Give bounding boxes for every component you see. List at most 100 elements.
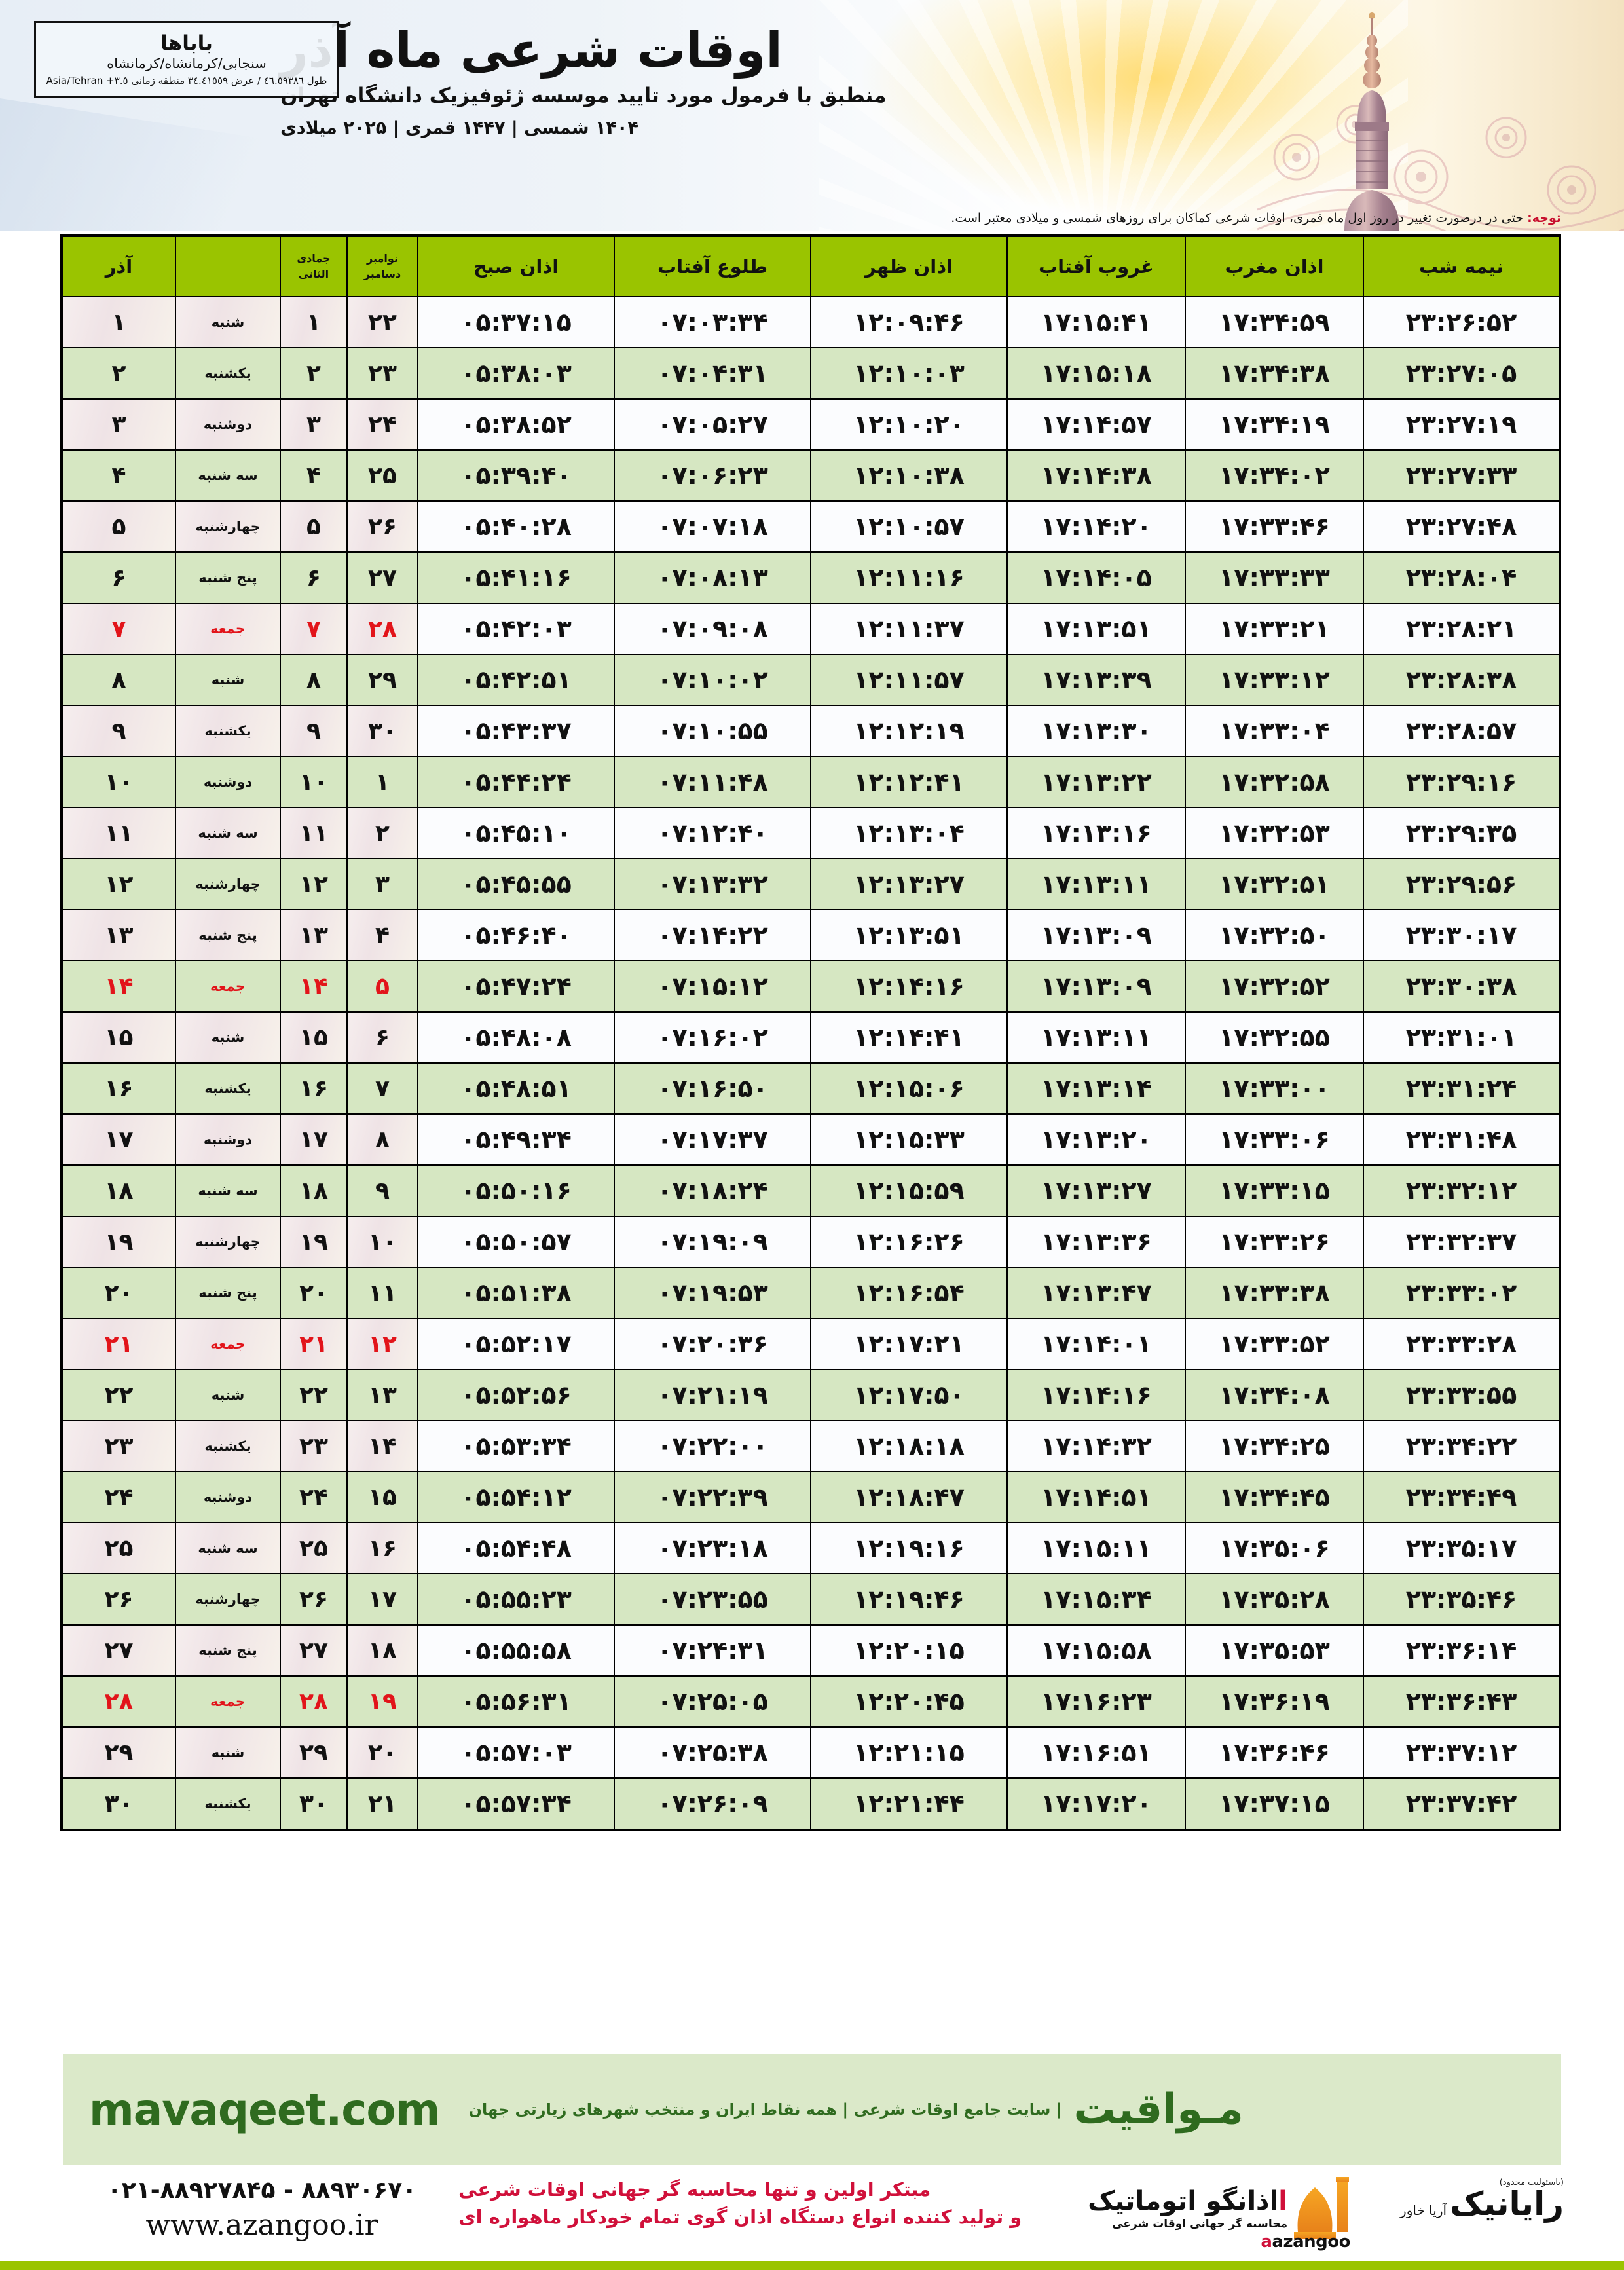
lunar-day: ۱۴ xyxy=(280,960,348,1013)
solar-day: ۵ xyxy=(61,500,176,553)
time-sunset: ۱۷:۱۳:۴۷ xyxy=(1006,1267,1186,1319)
time-midnight: ۲۳:۲۷:۱۹ xyxy=(1363,398,1560,451)
greg-day: ۱۶ xyxy=(346,1522,418,1574)
rayaneek-logo: (باسئولیت محدود) رایانیک آریا خاور xyxy=(1367,2178,1565,2250)
time-sunset: ۱۷:۱۳:۲۲ xyxy=(1006,756,1186,808)
time-dhuhr: ۱۲:۱۴:۱۶ xyxy=(810,960,1008,1013)
time-midnight: ۲۳:۲۸:۵۷ xyxy=(1363,705,1560,757)
time-sunrise: ۰۷:۱۹:۰۹ xyxy=(614,1216,811,1268)
time-sunset: ۱۷:۱۴:۵۷ xyxy=(1006,398,1186,451)
solar-day: ۱۲ xyxy=(61,858,176,910)
time-fajr: ۰۵:۳۸:۵۲ xyxy=(417,398,615,451)
lunar-day: ۱۱ xyxy=(280,807,348,859)
table-row: ۲۳:۳۳:۵۵ ۱۷:۳۴:۰۸ ۱۷:۱۴:۱۶ ۱۲:۱۷:۵۰ ۰۷:۲۱:۱۹… xyxy=(61,1369,1560,1421)
time-dhuhr: ۱۲:۱۰:۳۸ xyxy=(810,449,1008,502)
weekday-name: یکشنبه xyxy=(175,1777,281,1831)
time-sunrise: ۰۷:۱۳:۳۲ xyxy=(614,858,811,910)
greg-day: ۱۸ xyxy=(346,1624,418,1677)
lunar-day: ۱۰ xyxy=(280,756,348,808)
greg-day: ۴ xyxy=(346,909,418,961)
lunar-day: ۴ xyxy=(280,449,348,502)
weekday-name: یکشنبه xyxy=(175,1420,281,1472)
table-row: ۲۳:۲۸:۲۱ ۱۷:۳۳:۲۱ ۱۷:۱۳:۵۱ ۱۲:۱۱:۳۷ ۰۷:۰۹:۰۸… xyxy=(61,603,1560,655)
time-dhuhr: ۱۲:۱۸:۱۸ xyxy=(810,1420,1008,1472)
azangoo-name-fa: ااذانگو اتوماتیک xyxy=(1088,2186,1288,2216)
time-sunset: ۱۷:۱۵:۵۸ xyxy=(1006,1624,1186,1677)
weekday-name: چهارشنبه xyxy=(175,500,281,553)
greg-day: ۲۲ xyxy=(346,296,418,348)
time-dhuhr: ۱۲:۱۴:۴۱ xyxy=(810,1011,1008,1064)
time-midnight: ۲۳:۲۹:۳۵ xyxy=(1363,807,1560,859)
mavaqeet-brand-en[interactable]: mavaqeet.com xyxy=(89,2084,440,2135)
table-row: ۲۳:۳۳:۰۲ ۱۷:۳۳:۳۸ ۱۷:۱۳:۴۷ ۱۲:۱۶:۵۴ ۰۷:۱۹:۵۳… xyxy=(61,1267,1560,1319)
time-midnight: ۲۳:۲۸:۲۱ xyxy=(1363,603,1560,655)
time-sunset: ۱۷:۱۳:۵۱ xyxy=(1006,603,1186,655)
solar-day: ۲۵ xyxy=(61,1522,176,1574)
time-fajr: ۰۵:۴۸:۵۱ xyxy=(417,1062,615,1115)
solar-day: ۴ xyxy=(61,449,176,502)
time-midnight: ۲۳:۲۷:۴۸ xyxy=(1363,500,1560,553)
time-midnight: ۲۳:۳۶:۱۴ xyxy=(1363,1624,1560,1677)
time-sunset: ۱۷:۱۵:۱۸ xyxy=(1006,347,1186,400)
location-name: باباها xyxy=(160,31,213,55)
time-sunrise: ۰۷:۰۷:۱۸ xyxy=(614,500,811,553)
lunar-day: ۲۲ xyxy=(280,1369,348,1421)
time-fajr: ۰۵:۵۴:۴۸ xyxy=(417,1522,615,1574)
col-header-weekday xyxy=(175,235,281,297)
time-maghrib: ۱۷:۳۳:۳۳ xyxy=(1185,551,1364,604)
time-maghrib: ۱۷:۳۴:۴۵ xyxy=(1185,1471,1364,1523)
time-dhuhr: ۱۲:۱۱:۳۷ xyxy=(810,603,1008,655)
time-midnight: ۲۳:۲۸:۳۸ xyxy=(1363,654,1560,706)
note-text: حتی در درصورت تغییر در روز اول ماه قمری،… xyxy=(951,211,1524,225)
footer-website[interactable]: www.azangoo.ir xyxy=(145,2208,378,2242)
table-row: ۲۳:۳۰:۳۸ ۱۷:۳۲:۵۲ ۱۷:۱۳:۰۹ ۱۲:۱۴:۱۶ ۰۷:۱۵:۱۲… xyxy=(61,960,1560,1013)
table-row: ۲۳:۲۸:۳۸ ۱۷:۳۳:۱۲ ۱۷:۱۳:۳۹ ۱۲:۱۱:۵۷ ۰۷:۱۰:۰۲… xyxy=(61,654,1560,706)
solar-day: ۱۶ xyxy=(61,1062,176,1115)
time-fajr: ۰۵:۴۵:۵۵ xyxy=(417,858,615,910)
time-maghrib: ۱۷:۳۳:۳۸ xyxy=(1185,1267,1364,1319)
time-sunset: ۱۷:۱۳:۳۰ xyxy=(1006,705,1186,757)
lunar-day: ۷ xyxy=(280,603,348,655)
lunar-day: ۱ xyxy=(280,296,348,348)
table-row: ۲۳:۲۸:۰۴ ۱۷:۳۳:۳۳ ۱۷:۱۴:۰۵ ۱۲:۱۱:۱۶ ۰۷:۰۸:۱۳… xyxy=(61,551,1560,604)
time-fajr: ۰۵:۵۵:۵۸ xyxy=(417,1624,615,1677)
promo-line-2: و تولید کننده انواع دستگاه اذان گوی تمام… xyxy=(458,2206,1022,2229)
azangoo-name-en: aazangoo xyxy=(1261,2232,1350,2252)
time-fajr: ۰۵:۵۱:۳۸ xyxy=(417,1267,615,1319)
azangoo-logo: ااذانگو اتوماتیک محاسبه گر جهانی اوقات ش… xyxy=(1088,2177,1356,2253)
table-row: ۲۳:۳۴:۲۲ ۱۷:۳۴:۲۵ ۱۷:۱۴:۳۲ ۱۲:۱۸:۱۸ ۰۷:۲۲:۰۰… xyxy=(61,1420,1560,1472)
time-dhuhr: ۱۲:۲۰:۴۵ xyxy=(810,1675,1008,1728)
time-dhuhr: ۱۲:۱۵:۳۳ xyxy=(810,1113,1008,1166)
time-maghrib: ۱۷:۳۳:۲۶ xyxy=(1185,1216,1364,1268)
solar-day: ۲۸ xyxy=(61,1675,176,1728)
weekday-name: سه شنبه xyxy=(175,1164,281,1217)
time-dhuhr: ۱۲:۱۲:۱۹ xyxy=(810,705,1008,757)
table-row: ۲۳:۳۶:۱۴ ۱۷:۳۵:۵۳ ۱۷:۱۵:۵۸ ۱۲:۲۰:۱۵ ۰۷:۲۴:۳۱… xyxy=(61,1624,1560,1677)
time-sunset: ۱۷:۱۴:۰۱ xyxy=(1006,1318,1186,1370)
time-sunset: ۱۷:۱۶:۲۳ xyxy=(1006,1675,1186,1728)
time-sunset: ۱۷:۱۷:۲۰ xyxy=(1006,1777,1186,1831)
weekday-name: شنبه xyxy=(175,1369,281,1421)
solar-day: ۲۷ xyxy=(61,1624,176,1677)
azangoo-en-rest: azangoo xyxy=(1272,2232,1350,2252)
time-midnight: ۲۳:۳۲:۳۷ xyxy=(1363,1216,1560,1268)
col-header-maghrib: اذان مغرب xyxy=(1185,235,1364,297)
time-midnight: ۲۳:۳۳:۰۲ xyxy=(1363,1267,1560,1319)
table-row: ۲۳:۲۸:۵۷ ۱۷:۳۳:۰۴ ۱۷:۱۳:۳۰ ۱۲:۱۲:۱۹ ۰۷:۱۰:۵۵… xyxy=(61,705,1560,757)
weekday-name: جمعه xyxy=(175,960,281,1013)
greg-day: ۱۲ xyxy=(346,1318,418,1370)
solar-day: ۱ xyxy=(61,296,176,348)
time-sunrise: ۰۷:۱۷:۳۷ xyxy=(614,1113,811,1166)
time-sunset: ۱۷:۱۳:۱۱ xyxy=(1006,1011,1186,1064)
time-midnight: ۲۳:۳۱:۰۱ xyxy=(1363,1011,1560,1064)
solar-day: ۱۳ xyxy=(61,909,176,961)
greg-day: ۵ xyxy=(346,960,418,1013)
time-dhuhr: ۱۲:۲۱:۴۴ xyxy=(810,1777,1008,1831)
time-fajr: ۰۵:۴۶:۴۰ xyxy=(417,909,615,961)
greg-day: ۶ xyxy=(346,1011,418,1064)
time-fajr: ۰۵:۴۴:۲۴ xyxy=(417,756,615,808)
time-fajr: ۰۵:۴۲:۵۱ xyxy=(417,654,615,706)
time-fajr: ۰۵:۴۸:۰۸ xyxy=(417,1011,615,1064)
time-fajr: ۰۵:۴۵:۱۰ xyxy=(417,807,615,859)
time-maghrib: ۱۷:۳۶:۱۹ xyxy=(1185,1675,1364,1728)
